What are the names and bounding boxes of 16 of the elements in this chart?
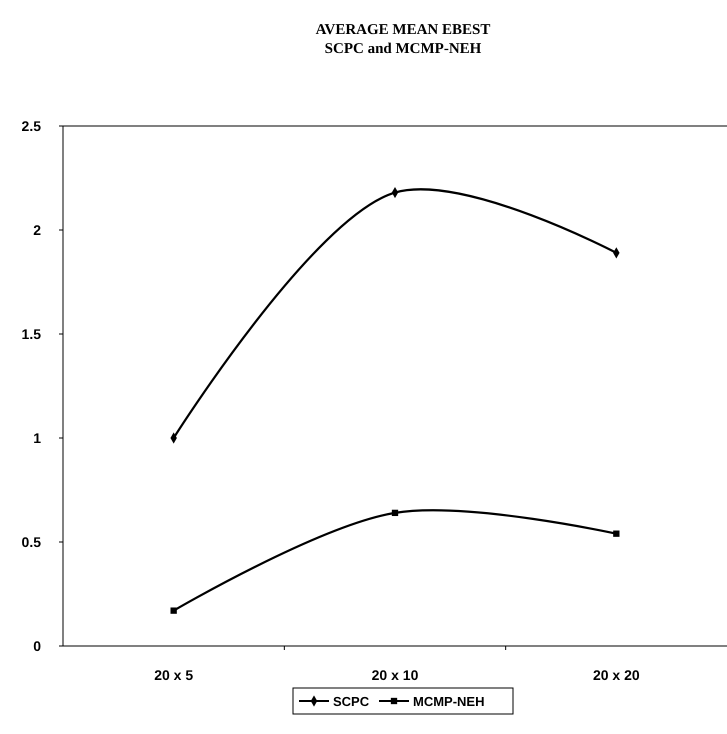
x-tick-label: 20 x 10 bbox=[372, 667, 419, 683]
point bbox=[392, 510, 398, 516]
x-tick-label: 20 x 5 bbox=[154, 667, 194, 683]
y-tick-label: 0.5 bbox=[22, 534, 42, 550]
point bbox=[613, 530, 620, 537]
legend-label: SCPC bbox=[333, 694, 370, 709]
x-tick-label: 20 x 20 bbox=[592, 667, 640, 683]
y-tick-label: 1 bbox=[33, 430, 42, 446]
chart-title: AVERAGE MEAN EBEST bbox=[316, 22, 490, 38]
y-tick-label: 0 bbox=[33, 638, 42, 654]
point bbox=[170, 607, 177, 614]
chart-subtitle: SCPC and MCMP-NEH bbox=[324, 41, 482, 57]
legend-label: MCMP-NEH bbox=[413, 694, 484, 709]
y-tick-label: 1.5 bbox=[22, 326, 42, 342]
y-tick-label: 2.5 bbox=[22, 118, 42, 134]
y-tick-label: 2 bbox=[33, 222, 42, 238]
